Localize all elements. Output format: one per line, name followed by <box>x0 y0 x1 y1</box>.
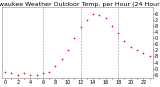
Point <box>4 71 7 72</box>
Point <box>48 71 50 72</box>
Point <box>16 74 19 75</box>
Point <box>92 13 94 14</box>
Point <box>73 37 76 39</box>
Point <box>129 47 132 48</box>
Point <box>29 74 32 75</box>
Point <box>42 73 44 74</box>
Point <box>86 19 88 20</box>
Point <box>136 50 138 51</box>
Point <box>98 14 101 16</box>
Point <box>142 53 145 54</box>
Point <box>10 73 13 74</box>
Point <box>67 50 69 51</box>
Point <box>79 27 82 28</box>
Title: Milwaukee Weather Outdoor Temp. per Hour (24 Hours): Milwaukee Weather Outdoor Temp. per Hour… <box>0 2 160 7</box>
Point <box>54 65 57 66</box>
Point <box>123 40 126 42</box>
Point <box>148 56 151 57</box>
Point <box>104 17 107 19</box>
Point <box>60 59 63 60</box>
Point <box>111 25 113 27</box>
Point <box>23 73 25 74</box>
Point <box>35 74 38 75</box>
Point <box>117 33 120 34</box>
